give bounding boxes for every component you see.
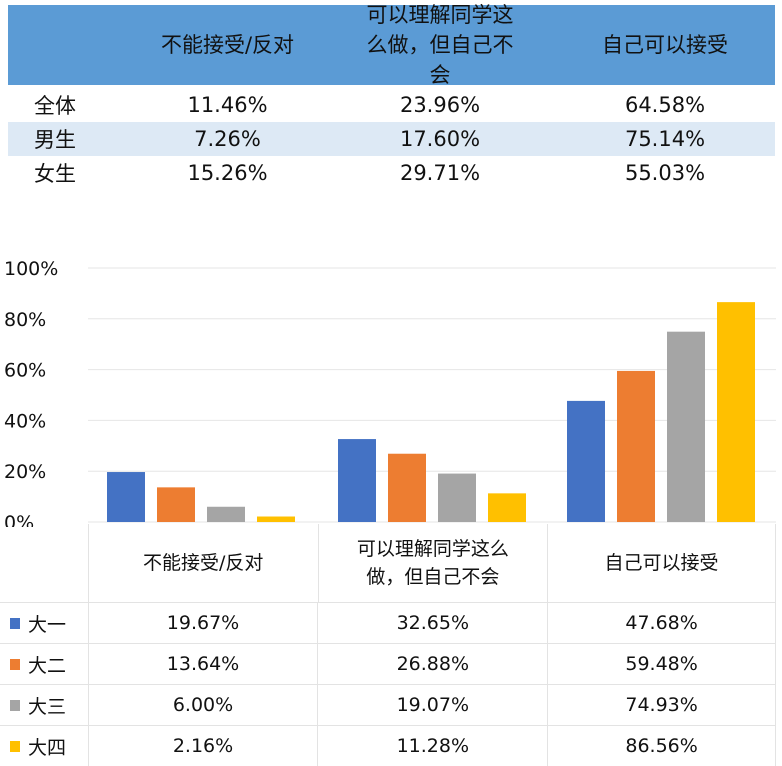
cell: 23.96% xyxy=(399,93,481,117)
y-tick-label: 20% xyxy=(4,461,46,483)
legend-swatch xyxy=(10,740,20,752)
table-row: 女生 15.26% 29.71% 55.03% xyxy=(8,156,775,190)
header-blank xyxy=(8,5,130,85)
legend-cell: 大一 xyxy=(0,603,88,643)
summary-table-header: 不能接受/反对 可以理解同学这么做，但自己不会 自己可以接受 xyxy=(8,3,775,87)
cell: 19.07% xyxy=(317,685,547,725)
bar-大二 xyxy=(617,370,655,522)
bar-大二 xyxy=(388,453,426,522)
bar-大三 xyxy=(438,473,476,522)
cell: 59.48% xyxy=(547,644,776,684)
row-label: 男生 xyxy=(34,128,76,152)
header-col: 可以理解同学这么做，但自己不会 xyxy=(366,3,514,87)
cell: 29.71% xyxy=(399,161,481,185)
table-row: 大三 6.00% 19.07% 74.93% xyxy=(0,684,776,725)
table-row: 大二 13.64% 26.88% 59.48% xyxy=(0,643,776,684)
legend-cell: 大二 xyxy=(0,644,88,684)
legend-label: 大二 xyxy=(28,654,67,677)
cell: 64.58% xyxy=(624,93,706,117)
bar-大三 xyxy=(207,506,245,522)
cell: 17.60% xyxy=(399,127,481,151)
legend-label: 大四 xyxy=(28,736,67,759)
row-label: 全体 xyxy=(34,94,76,118)
y-tick-label: 60% xyxy=(4,360,46,382)
cell: 6.00% xyxy=(87,685,318,725)
bar-大二 xyxy=(157,487,195,522)
bar-大一 xyxy=(567,400,605,522)
cell: 26.88% xyxy=(317,644,547,684)
cell: 74.93% xyxy=(547,685,776,725)
header-col: 不能接受/反对 xyxy=(160,33,295,57)
y-tick-label: 80% xyxy=(4,309,46,331)
cell: 15.26% xyxy=(187,161,268,185)
cell: 11.46% xyxy=(187,93,268,117)
legend-label: 大三 xyxy=(28,695,67,718)
bar-大四 xyxy=(717,302,755,522)
cell: 7.26% xyxy=(194,127,261,151)
cell: 19.67% xyxy=(87,603,318,643)
cell: 47.68% xyxy=(547,603,776,643)
legend-swatch xyxy=(10,699,20,711)
bar-大一 xyxy=(338,439,376,522)
legend-cell: 大三 xyxy=(0,685,88,725)
bar-大一 xyxy=(107,472,145,522)
legend-cell: 大四 xyxy=(0,726,88,766)
summary-table: 不能接受/反对 可以理解同学这么做，但自己不会 自己可以接受 全体 11.46%… xyxy=(8,3,775,190)
header-blank xyxy=(0,524,88,602)
header-col: 不能接受/反对 xyxy=(87,524,318,602)
table-row: 大四 2.16% 11.28% 86.56% xyxy=(0,725,776,766)
cell: 13.64% xyxy=(87,644,318,684)
data-table-header: 不能接受/反对 可以理解同学这么做，但自己不会 自己可以接受 xyxy=(0,524,776,602)
cell: 75.14% xyxy=(624,127,706,151)
legend-label: 大一 xyxy=(28,613,67,636)
header-col: 自己可以接受 xyxy=(602,33,728,57)
bar-大四 xyxy=(488,493,526,522)
y-tick-label: 40% xyxy=(4,410,46,432)
row-label: 女生 xyxy=(34,162,76,186)
table-row: 大一 19.67% 32.65% 47.68% xyxy=(0,602,776,643)
table-row: 全体 11.46% 23.96% 64.58% xyxy=(8,88,775,122)
header-col: 可以理解同学这么做，但自己不会 xyxy=(317,524,547,602)
bar-大三 xyxy=(667,331,705,522)
cell: 55.03% xyxy=(624,161,706,185)
cell: 32.65% xyxy=(317,603,547,643)
bar-大四 xyxy=(257,516,295,522)
y-tick-label: 0% xyxy=(4,512,34,527)
cell: 11.28% xyxy=(317,726,547,766)
cell: 86.56% xyxy=(547,726,776,766)
cell: 2.16% xyxy=(87,726,318,766)
chart-data-table: 不能接受/反对 可以理解同学这么做，但自己不会 自己可以接受 大一 19.67% 3… xyxy=(0,524,776,766)
legend-swatch xyxy=(10,658,20,670)
bar-chart: 0% 20% 40% 60% 80% 100% xyxy=(4,258,776,527)
table-row: 男生 7.26% 17.60% 75.14% xyxy=(8,122,775,156)
y-tick-label: 100% xyxy=(4,258,58,280)
legend-swatch xyxy=(10,617,20,629)
header-col: 自己可以接受 xyxy=(546,524,776,602)
